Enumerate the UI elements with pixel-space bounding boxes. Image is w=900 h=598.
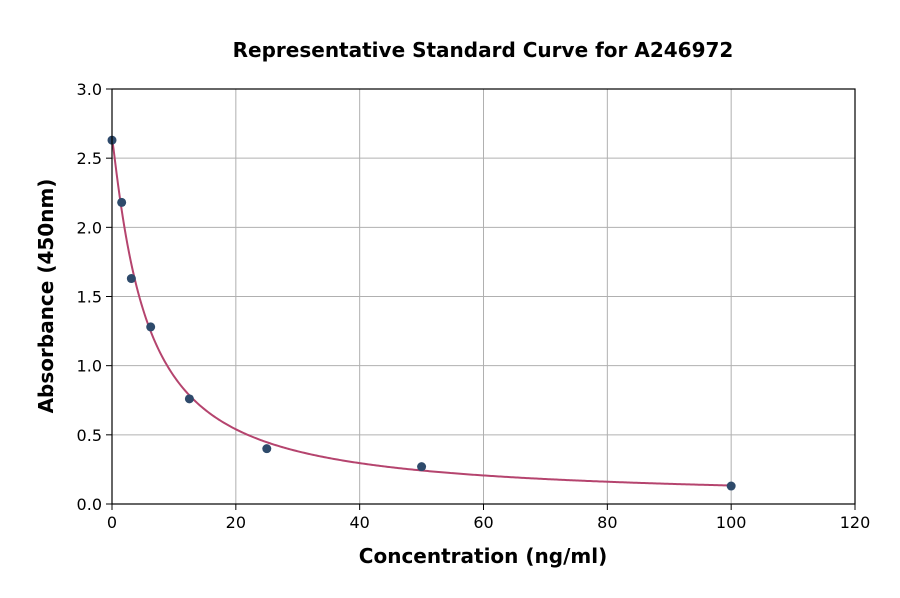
data-point (126, 274, 136, 284)
y-tick-label: 3.0 (77, 80, 102, 99)
y-tick-label: 2.0 (77, 218, 102, 237)
data-point (726, 481, 736, 491)
y-tick-label: 0.0 (77, 495, 102, 514)
x-tick-label: 40 (349, 513, 369, 532)
x-axis-ticks: 0 20 40 60 80 100 120 (107, 504, 870, 532)
chart-title: Representative Standard Curve for A24697… (233, 38, 734, 62)
x-tick-label: 60 (473, 513, 493, 532)
data-point (117, 197, 127, 207)
x-tick-label: 20 (226, 513, 246, 532)
x-tick-label: 100 (716, 513, 747, 532)
y-axis-ticks: 0.0 0.5 1.0 1.5 2.0 2.5 3.0 (77, 80, 112, 514)
y-tick-label: 1.5 (77, 288, 102, 307)
grid (111, 88, 856, 505)
y-tick-label: 1.0 (77, 357, 102, 376)
x-tick-label: 0 (107, 513, 117, 532)
y-tick-label: 0.5 (77, 426, 102, 445)
data-point (184, 394, 194, 404)
data-points (107, 135, 736, 491)
fit-curve-group (111, 137, 732, 487)
x-tick-label: 80 (597, 513, 617, 532)
fit-curve (111, 137, 732, 487)
x-tick-label: 120 (840, 513, 871, 532)
x-axis-label: Concentration (ng/ml) (359, 544, 607, 568)
y-axis-label: Absorbance (450nm) (34, 179, 58, 414)
y-tick-label: 2.5 (77, 149, 102, 168)
data-point (262, 444, 272, 454)
data-point (417, 462, 427, 472)
data-point (146, 322, 156, 332)
